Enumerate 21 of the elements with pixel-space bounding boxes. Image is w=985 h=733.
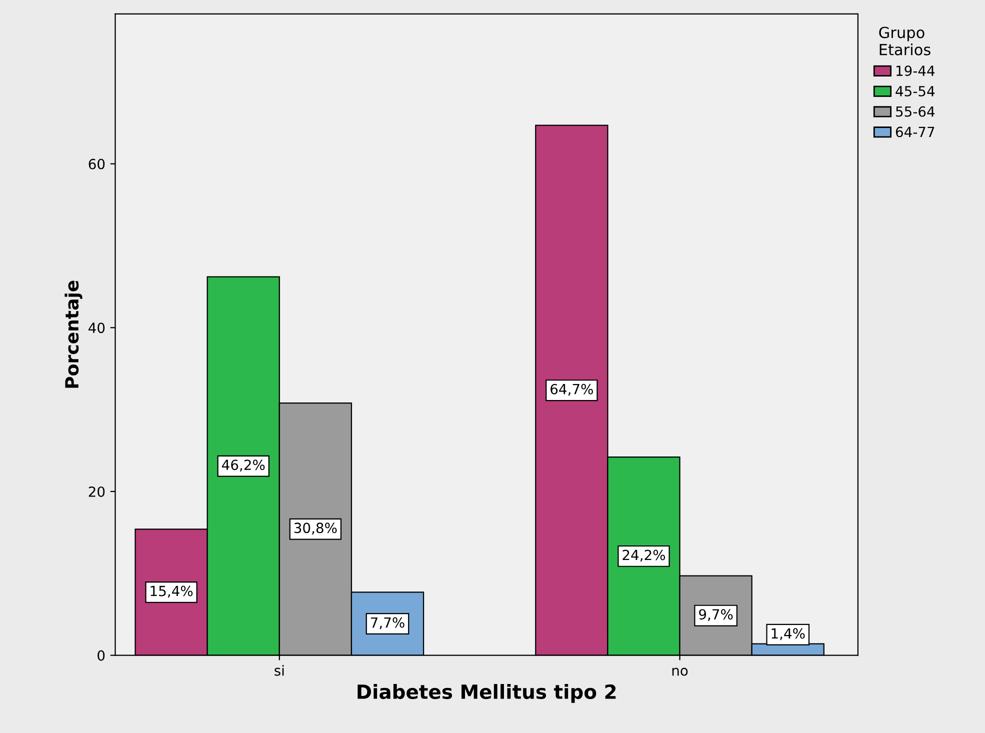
- legend-label: 64-77: [896, 126, 934, 138]
- data-label: 15,4%: [150, 586, 193, 598]
- y-tick-label: 60: [88, 158, 105, 170]
- legend-title: Grupo Etarios: [879, 26, 930, 56]
- legend-label: 55-64: [896, 106, 935, 117]
- data-label: 64,7%: [550, 384, 593, 396]
- x-axis-title: Diabetes Mellitus tipo 2: [358, 684, 616, 703]
- data-label: 24,2%: [622, 550, 666, 562]
- y-axis-title: Porcentaje: [64, 280, 82, 388]
- data-label: 7,7%: [370, 617, 404, 630]
- y-tick-label: 20: [88, 486, 105, 497]
- y-tick-label: 0: [98, 650, 105, 661]
- x-tick-label: si: [274, 665, 284, 676]
- legend-label: 19-44: [896, 66, 935, 76]
- data-label: 1,4%: [772, 628, 805, 640]
- y-tick-label: 40: [88, 322, 105, 334]
- data-label: 46,2%: [222, 460, 265, 472]
- data-label: 9,7%: [699, 609, 733, 622]
- x-tick-label: no: [672, 668, 688, 676]
- data-label: 30,8%: [294, 522, 337, 535]
- legend-label: 45-54: [896, 86, 935, 96]
